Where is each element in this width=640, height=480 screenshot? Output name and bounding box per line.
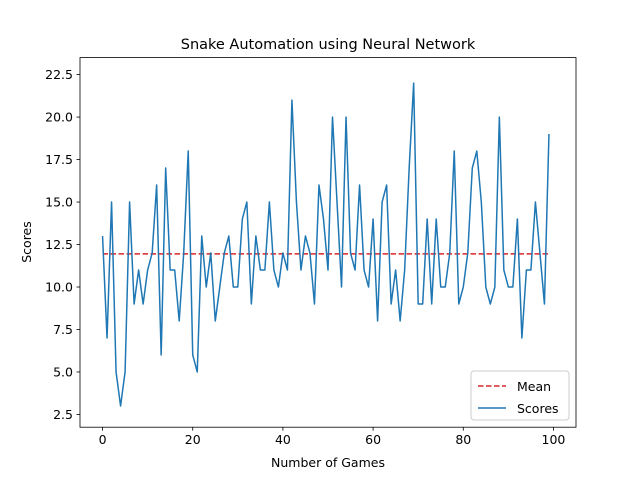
y-tick-label: 7.5: [53, 322, 73, 337]
plot-frame: [79, 57, 577, 428]
x-tick-label: 20: [185, 432, 201, 447]
y-tick-label: 10.0: [45, 280, 73, 295]
y-tick-label: 2.5: [53, 407, 73, 422]
y-axis-label: Scores: [19, 221, 34, 263]
y-tick-label: 12.5: [45, 237, 73, 252]
x-axis-label: Number of Games: [271, 455, 385, 470]
legend-scores-label: Scores: [517, 401, 559, 416]
y-tick-label: 20.0: [45, 110, 73, 125]
x-tick-label: 100: [542, 432, 566, 447]
y-tick-label: 15.0: [45, 195, 73, 210]
series-scores-line: [101, 82, 550, 407]
legend-mean-label: Mean: [517, 379, 551, 394]
x-tick-label: 40: [275, 432, 291, 447]
y-tick-label: 5.0: [53, 364, 73, 379]
y-axis: 2.5 5.0 7.5 10.0 12.5 15.0 17.5 20.0 22.5: [45, 67, 80, 422]
x-axis: 0 20 40 60 80 100: [99, 427, 566, 447]
plot-area: [101, 82, 550, 407]
x-tick-label: 0: [99, 432, 107, 447]
chart-title: Snake Automation using Neural Network: [181, 37, 476, 53]
x-tick-label: 80: [455, 432, 471, 447]
y-tick-label: 22.5: [45, 67, 73, 82]
y-tick-label: 17.5: [45, 152, 73, 167]
legend: Mean Scores: [470, 370, 570, 421]
x-tick-label: 60: [365, 432, 381, 447]
